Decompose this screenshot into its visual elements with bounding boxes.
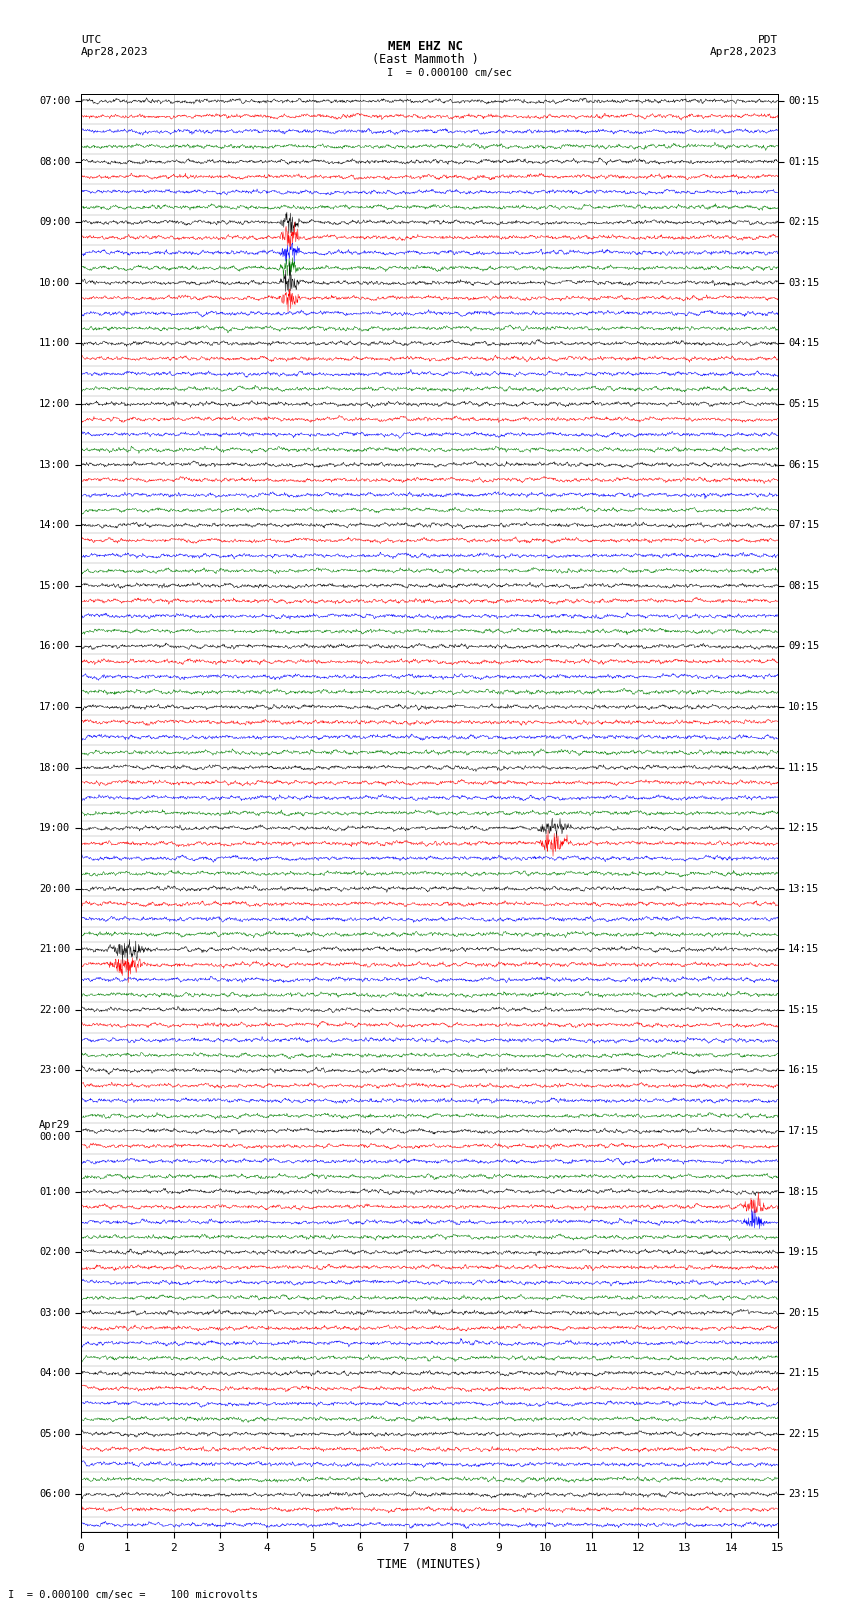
- Text: I  = 0.000100 cm/sec =    100 microvolts: I = 0.000100 cm/sec = 100 microvolts: [8, 1590, 258, 1600]
- Text: (East Mammoth ): (East Mammoth ): [371, 53, 479, 66]
- Text: UTC: UTC: [81, 35, 101, 45]
- Text: I  = 0.000100 cm/sec: I = 0.000100 cm/sec: [387, 68, 512, 77]
- X-axis label: TIME (MINUTES): TIME (MINUTES): [377, 1558, 482, 1571]
- Text: MEM EHZ NC: MEM EHZ NC: [388, 40, 462, 53]
- Text: PDT: PDT: [757, 35, 778, 45]
- Text: Apr28,2023: Apr28,2023: [81, 47, 148, 56]
- Text: Apr28,2023: Apr28,2023: [711, 47, 778, 56]
